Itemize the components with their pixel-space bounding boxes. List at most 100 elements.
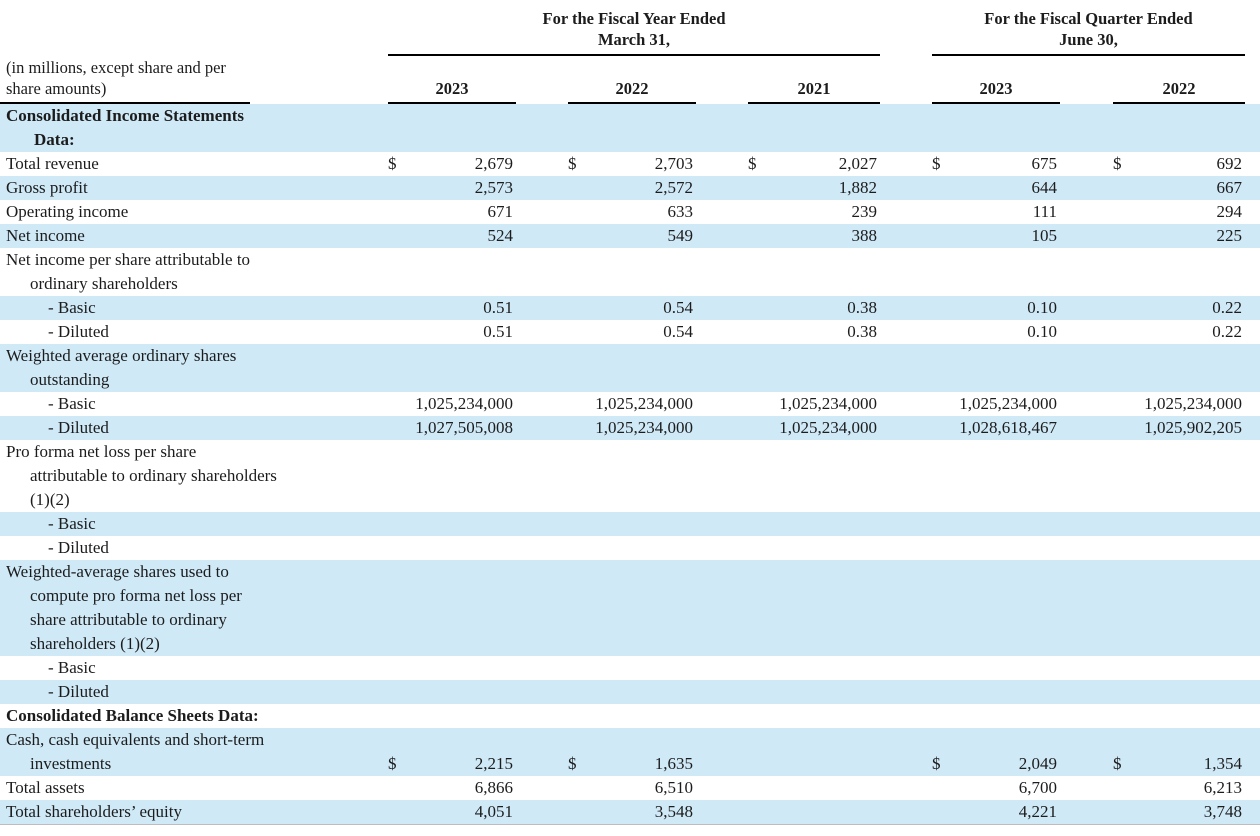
cell-fy2023: 524 xyxy=(388,224,516,248)
year-column-headers: 2023 2022 2021 2023 2022 xyxy=(385,78,1260,104)
cell-value: 1,028,618,467 xyxy=(959,418,1057,437)
cell-fy2023: 6,866 xyxy=(388,776,516,800)
cell-fy2023 xyxy=(388,536,516,560)
cell-fy2022 xyxy=(568,368,696,392)
cell-q2022: 294 xyxy=(1113,200,1245,224)
cell-q2023: 105 xyxy=(932,224,1060,248)
cell-fy2022 xyxy=(568,488,696,512)
row-label: - Basic xyxy=(48,298,96,317)
cell-q2023 xyxy=(932,632,1060,656)
cell-fy2022: 1,025,234,000 xyxy=(568,416,696,440)
table-row: Net income 524 549 388 105 225 xyxy=(0,224,1260,248)
cell-q2022 xyxy=(1113,680,1245,704)
cell-q2022 xyxy=(1113,488,1245,512)
cell-value: 2,215 xyxy=(474,754,513,773)
cell-value: 675 xyxy=(1031,154,1058,173)
table-row: Net income per share attributable to ordi… xyxy=(0,248,1260,296)
cell-fy2021 xyxy=(748,704,880,728)
fiscal-quarter-group-title-line1: For the Fiscal Quarter Ended xyxy=(984,9,1193,28)
cell-value: 6,213 xyxy=(1203,778,1242,797)
table-row: - Basic 0.51 0.54 0.38 0.10 0.22 xyxy=(0,296,1260,320)
cell-fy2022 xyxy=(568,272,696,296)
cell-fy2022 xyxy=(568,680,696,704)
table-row: - Basic 1,025,234,000 1,025,234,000 1,02… xyxy=(0,392,1260,416)
cell-value: 1,635 xyxy=(654,754,693,773)
cell-value: 294 xyxy=(1216,202,1243,221)
cell-fy2022 xyxy=(568,632,696,656)
cell-fy2021: 388 xyxy=(748,224,880,248)
cell-q2023: 6,700 xyxy=(932,776,1060,800)
row-label: - Basic xyxy=(48,394,96,413)
table-row: Pro forma net loss per share attributable… xyxy=(0,440,1260,512)
cell-q2022: 6,213 xyxy=(1113,776,1245,800)
cell-q2022 xyxy=(1113,536,1245,560)
table-row: Weighted average ordinary shares outstand… xyxy=(0,344,1260,392)
row-label: Operating income xyxy=(6,202,129,221)
row-label: Total assets xyxy=(6,778,85,797)
table-row: Cash, cash equivalents and short-term inv… xyxy=(0,728,1260,776)
currency-symbol: $ xyxy=(1113,154,1122,173)
row-label: - Basic xyxy=(48,514,96,533)
cell-fy2023 xyxy=(388,272,516,296)
cell-q2022: 0.22 xyxy=(1113,296,1245,320)
row-label: Net income xyxy=(6,226,85,245)
year-column-header-q2022: 2022 xyxy=(1113,78,1245,104)
cell-value: 2,703 xyxy=(654,154,693,173)
cell-value: 105 xyxy=(1031,226,1058,245)
cell-q2022 xyxy=(1113,512,1245,536)
table-row: - Diluted xyxy=(0,680,1260,704)
year-column-header-fy2022: 2022 xyxy=(568,78,696,104)
cell-fy2022: 0.54 xyxy=(568,320,696,344)
cell-value: 1,027,505,008 xyxy=(415,418,513,437)
row-label: - Diluted xyxy=(48,418,109,437)
cell-fy2022 xyxy=(568,512,696,536)
cell-fy2021 xyxy=(748,488,880,512)
table-row: - Diluted xyxy=(0,536,1260,560)
cell-q2023: 0.10 xyxy=(932,296,1060,320)
cell-fy2023: $2,679 xyxy=(388,152,516,176)
cell-q2023: 644 xyxy=(932,176,1060,200)
table-row: Total shareholders’ equity 4,051 3,548 4… xyxy=(0,800,1260,824)
cell-value: 0.54 xyxy=(663,322,693,341)
cell-q2022 xyxy=(1113,272,1245,296)
cell-fy2022: 633 xyxy=(568,200,696,224)
cell-fy2021: 1,882 xyxy=(748,176,880,200)
cell-value: 3,548 xyxy=(654,802,693,821)
cell-fy2021: $2,027 xyxy=(748,152,880,176)
cell-q2023: 4,221 xyxy=(932,800,1060,824)
cell-fy2022: 1,025,234,000 xyxy=(568,392,696,416)
year-column-header-fy2021: 2021 xyxy=(748,78,880,104)
units-note-line1: (in millions, except share and per xyxy=(6,58,226,77)
cell-fy2021 xyxy=(748,368,880,392)
cell-q2023 xyxy=(932,272,1060,296)
year-column-header-fy2023: 2023 xyxy=(388,78,516,104)
cell-q2023: 1,025,234,000 xyxy=(932,392,1060,416)
cell-fy2022 xyxy=(568,536,696,560)
cell-value: 3,748 xyxy=(1203,802,1242,821)
cell-fy2023: 1,025,234,000 xyxy=(388,392,516,416)
table-row: - Diluted 0.51 0.54 0.38 0.10 0.22 xyxy=(0,320,1260,344)
cell-value: 2,027 xyxy=(838,154,877,173)
fiscal-quarter-group-header: For the Fiscal Quarter Ended June 30, xyxy=(932,0,1245,56)
cell-fy2021: 1,025,234,000 xyxy=(748,416,880,440)
cell-fy2022: $1,635 xyxy=(568,752,696,776)
cell-q2023 xyxy=(932,488,1060,512)
table-row: Operating income 671 633 239 111 294 xyxy=(0,200,1260,224)
cell-value: 692 xyxy=(1216,154,1243,173)
cell-fy2021 xyxy=(748,536,880,560)
cell-value: 633 xyxy=(667,202,694,221)
table-row: Consolidated Balance Sheets Data: xyxy=(0,704,1260,728)
cell-value: 111 xyxy=(1032,202,1057,221)
cell-value: 1,025,902,205 xyxy=(1144,418,1242,437)
cell-value: 1,025,234,000 xyxy=(779,418,877,437)
cell-fy2022: 0.54 xyxy=(568,296,696,320)
cell-fy2023: 4,051 xyxy=(388,800,516,824)
cell-fy2022: 6,510 xyxy=(568,776,696,800)
cell-q2022: 3,748 xyxy=(1113,800,1245,824)
cell-q2022: $692 xyxy=(1113,152,1245,176)
row-label: Consolidated Balance Sheets Data: xyxy=(6,706,259,725)
cell-fy2021: 239 xyxy=(748,200,880,224)
cell-q2023: 111 xyxy=(932,200,1060,224)
cell-q2022: $1,354 xyxy=(1113,752,1245,776)
